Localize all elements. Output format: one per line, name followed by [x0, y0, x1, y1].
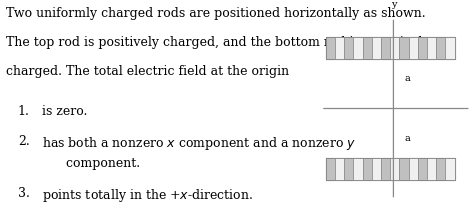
Bar	[381, 37, 390, 59]
Bar	[418, 158, 427, 180]
Bar	[436, 37, 446, 59]
Bar	[335, 37, 344, 59]
Text: 3.: 3.	[18, 187, 29, 200]
Bar	[363, 158, 372, 180]
Bar	[372, 37, 381, 59]
Text: points totally in the +$x$-direction.: points totally in the +$x$-direction.	[42, 187, 253, 204]
Bar	[446, 158, 455, 180]
Text: Two uniformly charged rods are positioned horizontally as shown.: Two uniformly charged rods are positione…	[7, 7, 426, 20]
Bar	[363, 37, 372, 59]
Text: 2.: 2.	[18, 135, 29, 148]
Bar	[344, 158, 353, 180]
Text: is zero.: is zero.	[42, 105, 87, 118]
Text: charged. The total electric field at the origin: charged. The total electric field at the…	[7, 65, 290, 78]
Bar	[427, 37, 436, 59]
Text: a: a	[405, 134, 410, 143]
Bar	[400, 37, 409, 59]
Text: The top rod is positively charged, and the bottom rod is negatively: The top rod is positively charged, and t…	[7, 36, 430, 49]
Text: has both a nonzero $x$ component and a nonzero $y$: has both a nonzero $x$ component and a n…	[42, 135, 356, 152]
Bar	[381, 158, 390, 180]
Bar	[409, 158, 418, 180]
Bar	[326, 37, 335, 59]
Text: 1.: 1.	[18, 105, 29, 118]
Bar	[372, 158, 381, 180]
Bar	[418, 37, 427, 59]
Bar	[353, 37, 363, 59]
Bar	[353, 158, 363, 180]
Bar	[446, 37, 455, 59]
Bar	[390, 158, 400, 180]
Bar	[326, 37, 455, 59]
Bar	[427, 158, 436, 180]
Bar	[344, 37, 353, 59]
Text: component.: component.	[42, 157, 140, 170]
Text: y: y	[391, 0, 396, 9]
Bar	[326, 158, 335, 180]
Bar	[335, 158, 344, 180]
Bar	[390, 37, 400, 59]
Bar	[326, 158, 455, 180]
Bar	[400, 158, 409, 180]
Text: a: a	[405, 74, 410, 83]
Bar	[436, 158, 446, 180]
Bar	[409, 37, 418, 59]
